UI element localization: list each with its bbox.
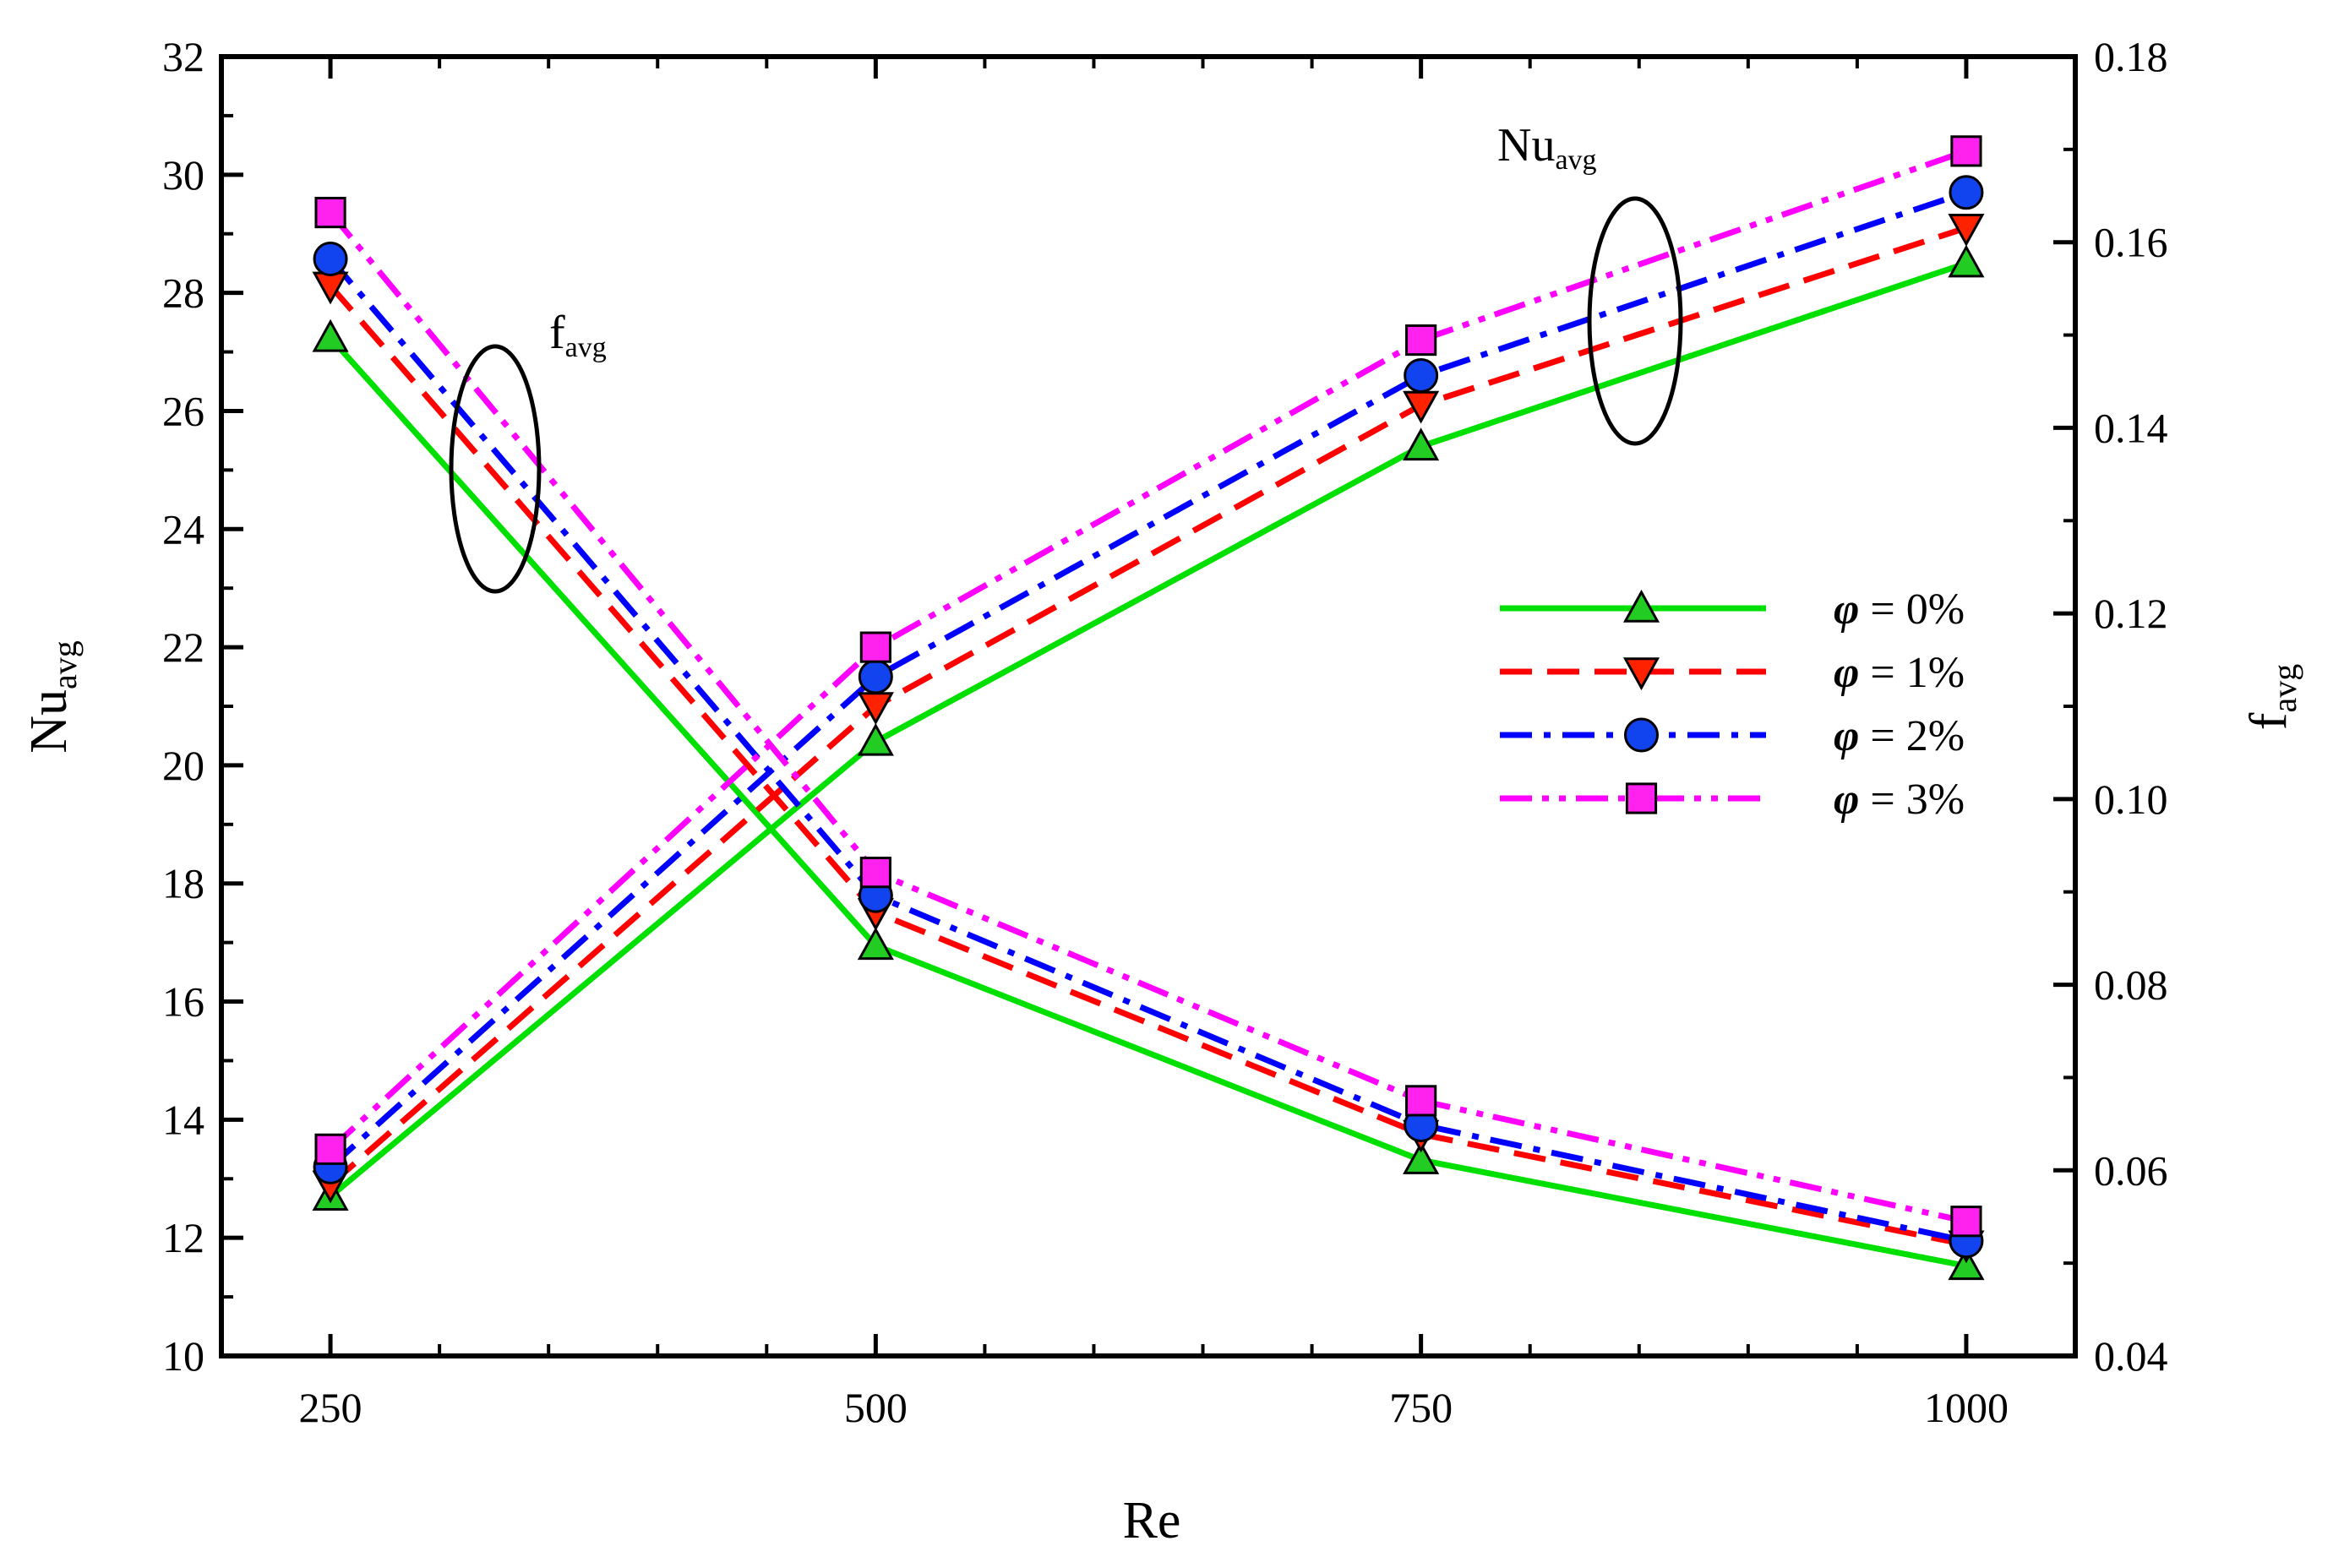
left-tick-label: 24 [162, 505, 204, 553]
right-tick-label: 0.16 [2094, 219, 2168, 266]
f-avg-point [859, 857, 891, 889]
f-avg-annotation-main: f [549, 307, 565, 359]
legend-phi-value: = 0% [1859, 585, 1965, 634]
f-avg-point [857, 927, 894, 961]
nu-avg-point [1949, 175, 1984, 210]
series-0 [328, 260, 1968, 1269]
nu-avg-line-series-2 [328, 189, 1968, 1169]
legend-marker-2 [1624, 717, 1659, 753]
f-avg-line-series-0 [328, 335, 1967, 1269]
right-tick-label: 0.06 [2094, 1146, 2168, 1194]
nu-avg-line-series-0 [328, 260, 1968, 1199]
f-avg-line-series-3 [328, 210, 1967, 1225]
f-avg-annotation-sub: avg [565, 332, 607, 363]
f-avg-point [1948, 1247, 1985, 1281]
series-markers-3 [314, 135, 1982, 1238]
right-tick-label: 0.04 [2094, 1332, 2168, 1380]
legend-label-1: φ = 1% [1834, 649, 1965, 697]
left-tick-label: 20 [162, 742, 204, 789]
legend-phi-symbol: φ [1834, 712, 1859, 760]
f-avg-line-series-2 [328, 257, 1967, 1244]
legend-label-2: φ = 2% [1834, 712, 1965, 760]
legend-phi-value: = 1% [1859, 649, 1965, 697]
x-tick-label: 1000 [1924, 1384, 2009, 1431]
right-tick-label: 0.08 [2094, 961, 2168, 1009]
legend-phi-symbol: φ [1834, 776, 1859, 824]
nu-avg-point [1405, 324, 1437, 357]
nu-avg-point [858, 659, 893, 694]
series-markers-0 [312, 244, 1985, 1281]
left-axis-title-sub: avg [46, 640, 84, 689]
f-avg-point [1403, 1141, 1440, 1174]
f-avg-point [1950, 1206, 1982, 1238]
nu-avg-annotation-sub: avg [1555, 144, 1596, 176]
left-tick-label: 26 [162, 387, 204, 434]
series-1 [328, 225, 1968, 1248]
legend-label-3: φ = 3% [1834, 776, 1965, 824]
left-tick-label: 22 [162, 623, 204, 671]
nu-avg-point [1404, 358, 1439, 394]
right-tick-label: 0.10 [2094, 776, 2168, 823]
left-axis-title-main: Nu [20, 689, 78, 754]
legend-marker-1 [1622, 657, 1660, 691]
right-tick-label: 0.14 [2094, 404, 2168, 451]
nu-avg-point [859, 631, 891, 663]
nu-avg-annotation-main: Nu [1497, 119, 1555, 172]
x-axis-title: Re [1123, 1492, 1181, 1549]
f-avg-point [1405, 1085, 1437, 1117]
f-avg-point [313, 241, 348, 276]
left-tick-label: 12 [162, 1214, 204, 1261]
nu-avg-point [1403, 427, 1440, 461]
nu-avg-line-series-1 [328, 225, 1968, 1187]
left-tick-label: 16 [162, 978, 204, 1026]
f-avg-point [312, 318, 349, 352]
left-tick-label: 32 [162, 33, 204, 80]
nu-avg-point [1950, 135, 1982, 167]
legend-phi-value: = 2% [1859, 712, 1965, 760]
left-tick-label: 30 [162, 151, 204, 199]
legend-marker-0 [1622, 589, 1660, 623]
legend-phi-value: = 3% [1859, 776, 1965, 824]
left-tick-label: 18 [162, 860, 204, 907]
nu-avg-point [857, 722, 894, 756]
series-2 [328, 189, 1968, 1244]
f-avg-annotation: favg [549, 307, 607, 363]
left-tick-label: 14 [162, 1096, 204, 1143]
legend-phi-symbol: φ [1834, 649, 1859, 697]
right-tick-label: 0.18 [2094, 33, 2168, 80]
x-tick-label: 250 [299, 1384, 363, 1431]
nu-avg-point [857, 692, 894, 726]
right-tick-label: 0.12 [2094, 590, 2168, 637]
legend-phi-symbol: φ [1834, 585, 1859, 634]
f-avg-line-series-1 [328, 284, 1967, 1248]
legend-marker-3 [1625, 782, 1658, 814]
right-axis-title-main: f [2240, 712, 2298, 730]
x-tick-label: 500 [844, 1384, 908, 1431]
legend-label-0: φ = 0% [1834, 585, 1965, 634]
series-3 [328, 148, 1968, 1225]
f-avg-point [314, 196, 346, 229]
nu-avg-point [1403, 390, 1440, 424]
left-axis-title: Nuavg [20, 640, 84, 754]
left-tick-label: 10 [162, 1332, 204, 1380]
right-axis-title-sub: avg [2265, 664, 2303, 713]
nu-avg-group-ellipse [1587, 196, 1683, 446]
nu-avg-line-series-3 [328, 148, 1968, 1152]
nu-avg-annotation: Nuavg [1497, 119, 1597, 176]
legend: φ = 0%φ = 1%φ = 2%φ = 3% [1500, 585, 1965, 824]
f-avg-group-ellipse [449, 344, 542, 594]
nu-avg-point [314, 1133, 346, 1165]
nu-avg-point [1948, 214, 1985, 247]
right-axis-title: favg [2240, 664, 2303, 730]
nu-avg-point [1948, 244, 1985, 278]
left-tick-label: 28 [162, 270, 204, 317]
x-tick-label: 750 [1389, 1384, 1453, 1431]
